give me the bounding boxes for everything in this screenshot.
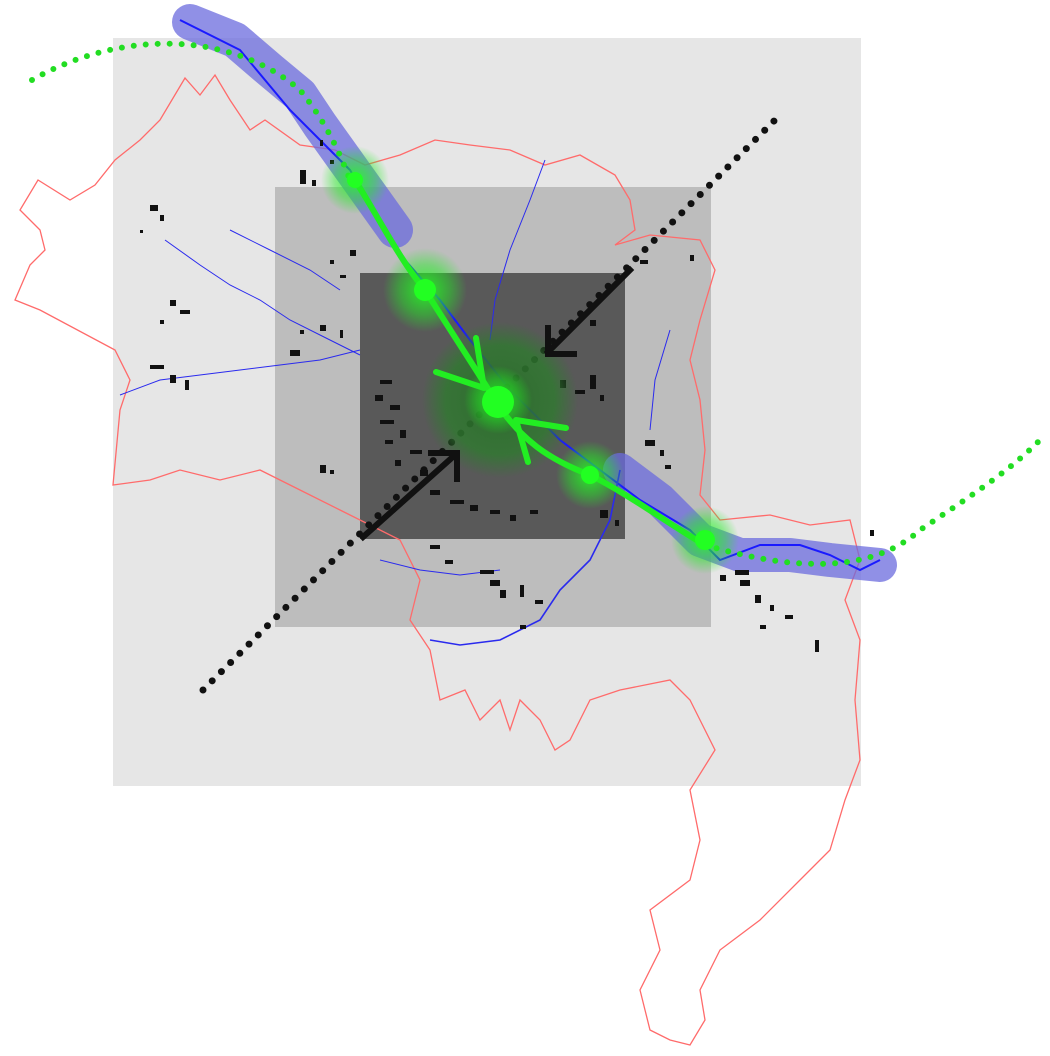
tributary-5 — [649, 329, 671, 431]
green-node-icon — [414, 279, 436, 301]
green-node-icon — [695, 530, 715, 550]
tributary-1 — [164, 239, 361, 356]
tributary-2 — [119, 349, 361, 396]
arrow-icon-southwest — [543, 265, 635, 357]
tributary-3 — [489, 159, 546, 341]
green-node-icon — [347, 172, 363, 188]
municipal-boundary — [14, 73, 861, 1046]
arrow-icon-northeast — [358, 450, 460, 542]
green-dotted-arc-west — [29, 40, 353, 183]
green-node-icon — [581, 466, 599, 484]
tributary-6 — [229, 229, 341, 291]
green-node-icon — [482, 386, 514, 418]
green-dotted-arc-east — [702, 437, 1043, 567]
tributary-4 — [429, 469, 621, 646]
green-chevron-west-icon — [433, 335, 487, 391]
green-chevron-east-icon — [513, 417, 569, 465]
